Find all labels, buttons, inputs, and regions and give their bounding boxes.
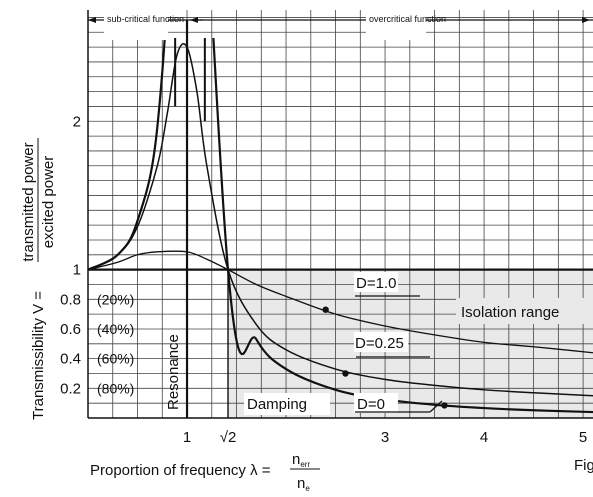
y-tick-label: 0.2 [60, 380, 81, 397]
range-annotations: sub-critical function overcritical funct… [88, 10, 593, 40]
fig-caption-partial: Fig [574, 457, 593, 474]
efficiency-label: (40%) [97, 321, 134, 337]
y-axis-label-numerator: transmitted power [20, 142, 37, 261]
y-axis-label-prefix: Transmissibility V = [30, 291, 47, 420]
x-tick-label: 4 [480, 429, 488, 446]
x-axis-label: Proportion of frequency λ = nerr ne [90, 451, 320, 493]
y-axis-label: Transmissibility V = transmitted power e… [20, 138, 57, 420]
isolation-label-bg [456, 298, 593, 324]
subcritical-label-text: sub-critical function [107, 14, 184, 24]
resonance-label: Resonance [165, 334, 182, 410]
subcritical-label-bg [104, 10, 168, 40]
marker-d0 [441, 402, 448, 409]
series-line-d0 [88, 38, 593, 414]
y-axis-label-denominator: excited power [40, 156, 57, 249]
label-d025-bg [354, 332, 408, 352]
x-tick-label: 3 [381, 429, 389, 446]
subcritical-label: sub-critical function [107, 14, 184, 24]
series-label-d0: D=0 [357, 396, 385, 413]
y-tick-label: 1 [73, 262, 81, 279]
x-tick-label: 1 [183, 429, 191, 446]
series-label-d0-pointer [429, 400, 443, 413]
series-line-d10 [88, 250, 593, 354]
overcritical-label-text: overcritical function [369, 14, 446, 24]
marker-d10 [322, 306, 329, 313]
series-line-d025 [88, 43, 593, 397]
series-label-d1: D=1.0 [356, 275, 396, 292]
x-axis-label-prefix: Proportion of frequency λ = [90, 462, 271, 479]
overcritical-arrow-right [582, 17, 590, 23]
x-axis-label-numerator: nerr [292, 451, 310, 469]
efficiency-label: (80%) [97, 380, 134, 396]
y-tick-label: 0.8 [60, 291, 81, 308]
label-d0-bg [354, 393, 398, 413]
damping-label-bg [244, 393, 330, 415]
overcritical-label-bg [366, 10, 426, 40]
y-tick-label: 0.4 [60, 351, 81, 368]
x-tick-label: √2 [220, 429, 237, 446]
axes [87, 10, 593, 419]
x-axis-label-numerator-sub: err [300, 460, 310, 469]
overcritical-label: overcritical function [369, 14, 446, 24]
tick-labels: 1 √2 3 4 5 0.2 0.4 0.6 0.8 1 2 (20%) (40%) (60%) (80%) [60, 113, 587, 446]
label-d1-bg [354, 272, 398, 292]
marker-d025 [342, 370, 349, 377]
series-layer [88, 38, 593, 414]
x-tick-label: 5 [579, 429, 587, 446]
x-axis-label-denominator-n: n [297, 475, 305, 492]
series-label-d025: D=0.25 [355, 335, 404, 352]
x-axis-label-numerator-n: n [292, 451, 300, 468]
y-tick-label: 0.6 [60, 321, 81, 338]
efficiency-label: (60%) [97, 351, 134, 367]
x-axis-label-denominator: ne [297, 475, 310, 493]
y-tick-label: 2 [73, 113, 81, 130]
damping-label: Damping [247, 396, 307, 413]
subcritical-arrow-left [88, 17, 96, 23]
x-axis-label-denominator-sub: e [305, 484, 310, 493]
efficiency-label: (20%) [97, 291, 134, 307]
isolation-range-label: Isolation range [461, 304, 559, 321]
